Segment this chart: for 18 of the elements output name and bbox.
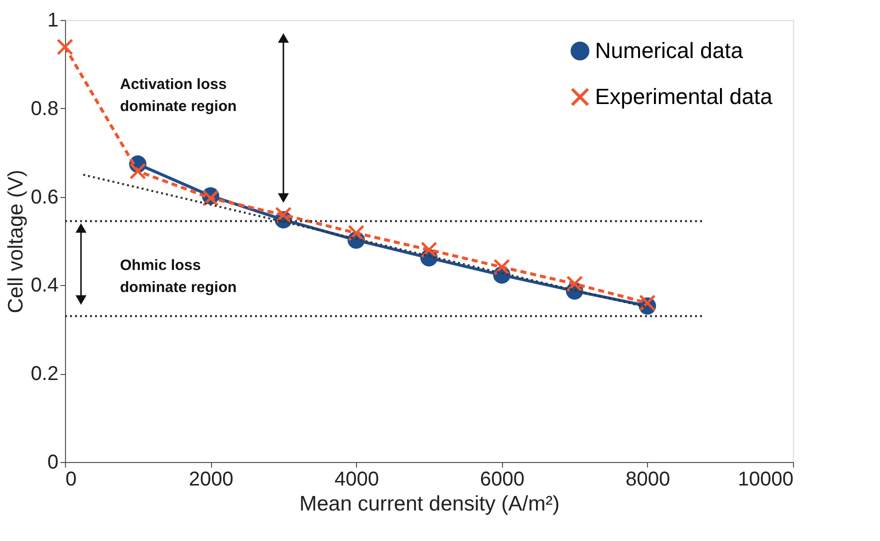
x-tick-label: 10000 [738,468,794,490]
x-tick-label: 2000 [188,468,234,490]
y-tick-label: 0.2 [30,363,58,386]
y-tick-label: 0 [47,452,58,474]
y-axis-title: Cell voltage (V) [4,170,28,314]
legend-label: Experimental data [595,84,774,109]
annotation: Ohmic loss dominate region [120,257,237,296]
x-axis-title: Mean current density (A/m²) [299,492,560,516]
x-tick-label: 6000 [480,468,525,490]
x-tick-label: 0 [66,468,77,490]
y-tick-label: 0.6 [30,186,58,208]
x-tick-label: 4000 [334,468,379,490]
x-tick-label: 8000 [626,468,670,490]
y-tick-label: 0.8 [30,98,58,120]
y-tick-label: 1 [47,10,58,32]
legend-label: Numerical data [595,38,744,63]
y-tick-label: 0.4 [30,274,58,297]
annotation: Activation loss dominate region [120,76,237,115]
